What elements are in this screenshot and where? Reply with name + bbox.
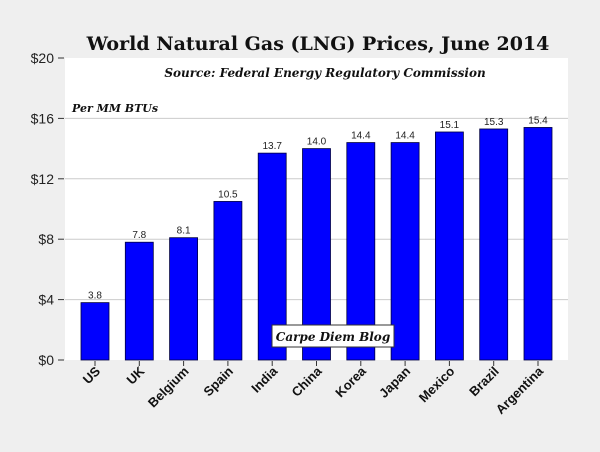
bar-brazil: [479, 128, 509, 361]
data-label: 13.7: [262, 141, 282, 152]
x-tick-label: Korea: [332, 363, 369, 400]
x-tick-label: Brazil: [466, 364, 502, 400]
data-label: 14.0: [307, 137, 327, 148]
y-tick-label: $0: [38, 352, 54, 368]
y-tick-label: $8: [38, 231, 54, 247]
watermark-text: Carpe Diem Blog: [276, 330, 390, 344]
bar-us: [80, 302, 110, 361]
bar-japan: [390, 142, 420, 361]
y-tick-label: $12: [31, 171, 55, 187]
data-label: 7.8: [132, 230, 146, 241]
y-tick-label: $20: [31, 50, 55, 66]
chart-subtitle: Source: Federal Energy Regulatory Commis…: [164, 66, 485, 80]
x-tick-label: Belgium: [145, 364, 192, 411]
bar-spain: [213, 201, 243, 361]
chart-title: World Natural Gas (LNG) Prices, June 201…: [86, 33, 550, 55]
x-tick-label: Mexico: [416, 363, 458, 405]
bar-argentina: [523, 127, 553, 361]
data-label: 14.4: [351, 131, 371, 142]
bar-belgium: [169, 237, 199, 361]
y-tick-label: $16: [31, 110, 55, 126]
bar-uk: [124, 241, 154, 361]
data-label: 10.5: [218, 189, 238, 200]
bar-korea: [346, 142, 376, 361]
data-label: 15.1: [440, 120, 460, 131]
data-label: 3.8: [88, 291, 102, 302]
x-tick-label: China: [288, 363, 325, 400]
x-tick-label: Spain: [200, 363, 236, 399]
x-tick-label: Argentina: [493, 363, 547, 417]
data-label: 15.4: [528, 115, 548, 126]
bar-mexico: [434, 131, 464, 361]
x-tick-label: India: [248, 363, 281, 396]
y-tick-label: $4: [38, 292, 54, 308]
data-label: 8.1: [177, 226, 191, 237]
x-tick-label: Japan: [376, 363, 413, 400]
watermark: Carpe Diem Blog: [271, 324, 395, 348]
x-tick-label: US: [80, 363, 104, 387]
x-tick-label: UK: [124, 363, 148, 387]
data-label: 15.3: [484, 117, 504, 128]
data-label: 14.4: [395, 131, 415, 142]
y-axis-label: Per MM BTUs: [71, 102, 158, 115]
